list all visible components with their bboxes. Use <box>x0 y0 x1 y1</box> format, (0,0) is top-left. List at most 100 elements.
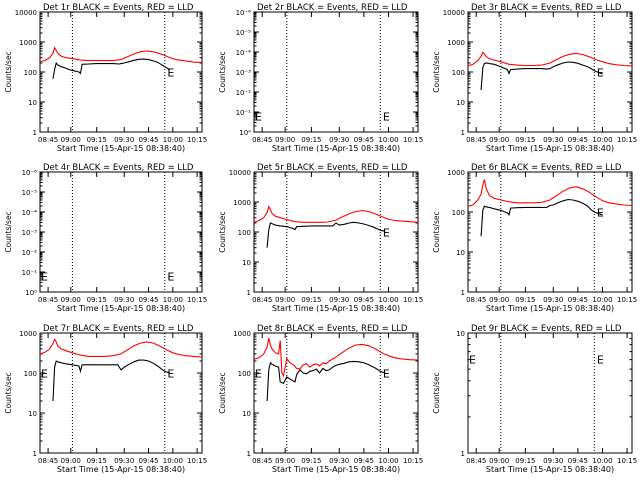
x-tick-label: 10:15 <box>617 296 637 304</box>
panel-title: Det 8r BLACK = Events, RED = LLD <box>257 324 408 334</box>
y-tick-label: 10⁻² <box>22 249 38 257</box>
x-tick-label: 10:00 <box>378 296 398 304</box>
e-marker-label: E <box>167 368 174 381</box>
panel-det8: Det 8r BLACK = Events, RED = LLD 1 10 100 10… <box>218 324 423 474</box>
e-marker-label: E <box>167 270 174 283</box>
x-tick-label: 09:30 <box>543 457 563 465</box>
x-tick-label: 08:45 <box>252 296 272 304</box>
y-tick-label: 10⁻⁶ <box>22 169 38 177</box>
panel-title: Det 2r BLACK = Events, RED = LLD <box>257 3 408 13</box>
x-tick-label: 09:00 <box>489 296 509 304</box>
x-tick-label: 08:45 <box>38 457 58 465</box>
lld-series-line <box>253 205 419 223</box>
x-tick-label: 10:00 <box>163 457 183 465</box>
y-tick-label: 10⁻¹ <box>236 109 252 117</box>
y-tick-label: 100 <box>452 69 465 77</box>
x-tick-label: 09:00 <box>275 296 295 304</box>
panel-title: Det 9r BLACK = Events, RED = LLD <box>471 324 622 334</box>
y-tick-label: 1 <box>461 129 465 137</box>
x-tick-label: 09:00 <box>489 136 509 144</box>
x-tick-label: 10:15 <box>403 296 423 304</box>
x-tick-label: 10:00 <box>378 457 398 465</box>
plot-frame <box>253 171 419 293</box>
x-tick-label: 09:15 <box>515 136 535 144</box>
y-tick-label: 10 <box>242 259 251 267</box>
x-tick-label: 10:15 <box>617 136 637 144</box>
y-tick-label: 10000 <box>443 9 465 17</box>
lld-series-line <box>39 337 203 358</box>
plot-frame <box>253 11 419 133</box>
y-tick-label: 10⁻⁵ <box>22 189 38 197</box>
e-marker-label: E <box>167 67 174 80</box>
e-marker-label: E <box>469 354 476 367</box>
panel-title: Det 7r BLACK = Events, RED = LLD <box>43 324 194 334</box>
x-tick-label: 09:30 <box>114 296 134 304</box>
x-axis-label: Start Time (15-Apr-15 08:38:40) <box>57 304 185 313</box>
x-axis-label: Start Time (15-Apr-15 08:38:40) <box>57 465 185 474</box>
y-tick-label: 10 <box>242 410 251 418</box>
x-tick-label: 08:45 <box>252 457 272 465</box>
y-tick-label: 10⁻⁶ <box>236 9 252 17</box>
e-marker-label: E <box>383 368 390 381</box>
y-tick-label: 1000 <box>19 39 37 47</box>
x-tick-label: 09:45 <box>138 457 158 465</box>
x-tick-label: 08:45 <box>252 136 272 144</box>
y-tick-label: 10⁰ <box>239 129 251 137</box>
x-tick-label: 09:45 <box>354 296 374 304</box>
x-tick-label: 09:00 <box>489 457 509 465</box>
x-tick-label: 10:00 <box>592 457 612 465</box>
x-tick-label: 10:15 <box>187 136 207 144</box>
plot-frame <box>467 11 633 133</box>
x-tick-label: 10:15 <box>617 457 637 465</box>
events-series-line <box>52 359 170 402</box>
y-tick-label: 1 <box>247 289 251 297</box>
y-tick-label: 10⁰ <box>25 289 37 297</box>
x-tick-label: 09:30 <box>543 136 563 144</box>
x-tick-label: 09:00 <box>275 136 295 144</box>
x-tick-label: 09:45 <box>138 136 158 144</box>
x-tick-label: 09:30 <box>114 457 134 465</box>
y-axis-label: Counts/sec <box>4 211 13 252</box>
panel-det5: Det 5r BLACK = Events, RED = LLD 1 10 100 10… <box>218 163 423 313</box>
events-series-line <box>52 58 170 79</box>
plot-frame <box>39 332 203 454</box>
x-tick-label: 10:15 <box>187 296 207 304</box>
x-tick-label: 09:45 <box>568 136 588 144</box>
x-tick-label: 09:30 <box>543 296 563 304</box>
e-marker-label: E <box>383 227 390 240</box>
x-tick-label: 09:00 <box>61 136 81 144</box>
panel-det6: Det 6r BLACK = Events, RED = LLD 1 10 100 10… <box>432 163 637 313</box>
panel-title: Det 3r BLACK = Events, RED = LLD <box>471 3 622 13</box>
plot-frame <box>39 11 203 133</box>
e-marker-label: E <box>255 368 262 381</box>
x-tick-label: 09:15 <box>515 296 535 304</box>
events-series-line <box>266 360 386 402</box>
x-tick-label: 09:00 <box>61 457 81 465</box>
e-marker-label: E <box>41 368 48 381</box>
y-tick-label: 100 <box>24 69 37 77</box>
panel-det2: Det 2r BLACK = Events, RED = LLD 10⁰ 10⁻¹ 1… <box>218 3 423 153</box>
y-axis-label: Counts/sec <box>4 51 13 92</box>
y-tick-label: 1 <box>33 450 37 458</box>
y-tick-label: 1 <box>247 450 251 458</box>
y-axis-label: Counts/sec <box>432 51 441 92</box>
y-tick-label: 100 <box>238 229 251 237</box>
e-marker-label: E <box>255 110 262 123</box>
x-tick-label: 09:30 <box>114 136 134 144</box>
x-tick-label: 09:45 <box>568 296 588 304</box>
x-tick-label: 10:00 <box>592 136 612 144</box>
y-tick-label: 1 <box>33 129 37 137</box>
y-tick-label: 10⁻² <box>236 89 252 97</box>
y-axis-label: Counts/sec <box>218 51 227 92</box>
x-tick-label: 09:00 <box>61 296 81 304</box>
y-tick-label: 10⁻⁴ <box>22 209 38 217</box>
y-tick-label: 10⁻⁴ <box>236 49 252 57</box>
y-tick-label: 10⁻¹ <box>22 269 38 277</box>
y-tick-label: 10⁻³ <box>236 69 252 77</box>
x-axis-label: Start Time (15-Apr-15 08:38:40) <box>486 144 614 153</box>
panel-det1: Det 1r BLACK = Events, RED = LLD 1 10 100 10… <box>4 3 207 153</box>
x-tick-label: 08:45 <box>38 296 58 304</box>
y-tick-label: 1000 <box>19 330 37 338</box>
